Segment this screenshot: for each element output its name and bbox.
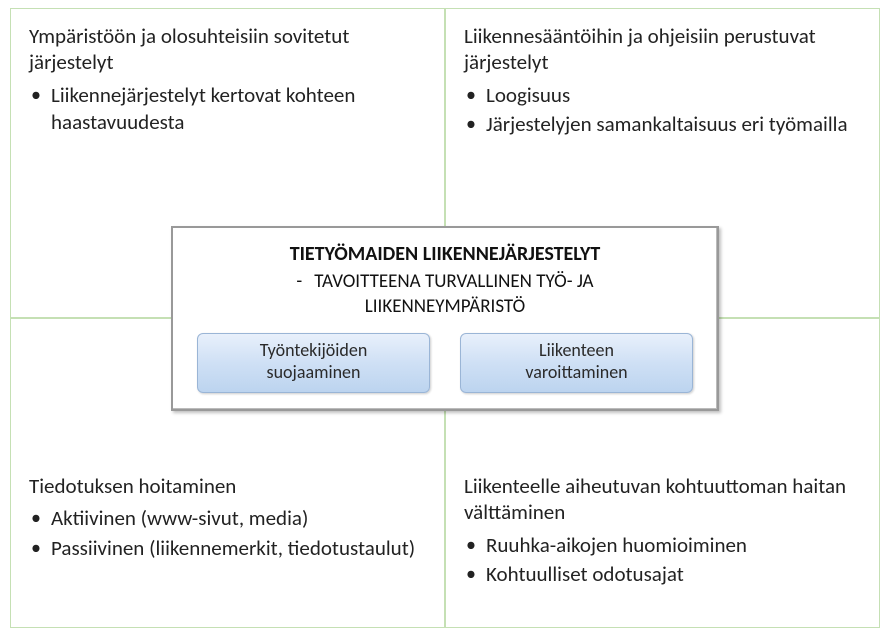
traffic-warning-button[interactable]: Liikenteen varoittaminen [460,333,693,392]
center-subtitle: -TAVOITTEENA TURVALLINEN TYÖ- JA LIIKENN… [191,270,699,319]
list-item: Ruuhka-aikojen huomioiminen [486,532,863,559]
quadrant-list: Ruuhka-aikojen huomioiminen Kohtuulliset… [464,532,863,589]
quadrant-title: Liikennesääntöihin ja ohjeisiin perustuv… [464,23,863,76]
dash-icon: - [296,270,302,295]
list-item: Kohtuulliset odotusajat [486,561,863,588]
employee-protection-button[interactable]: Työntekijöiden suojaaminen [197,333,430,392]
quadrant-title: Liikenteelle aiheutuvan kohtuuttoman hai… [464,473,863,526]
quadrant-list: Liikennejärjestelyt kertovat kohteen haa… [29,82,428,137]
list-item: Passiivinen (liikennemerkit, tiedotustau… [51,535,428,562]
button-line2: suojaaminen [267,361,361,383]
center-subtitle-line1: TAVOITTEENA TURVALLINEN TYÖ- JA [314,270,593,293]
quadrant-list: Loogisuus Järjestelyjen samankaltaisuus … [464,82,863,139]
button-row: Työntekijöiden suojaaminen Liikenteen va… [191,333,699,392]
list-item: Loogisuus [486,82,863,109]
center-title: TIETYÖMAIDEN LIIKENNEJÄRJESTELYT [191,242,699,266]
button-line1: Työntekijöiden [260,339,368,361]
list-item: Liikennejärjestelyt kertovat kohteen haa… [51,82,428,137]
quadrant-title: Ympäristöön ja olosuhteisiin sovitetut j… [29,23,428,76]
list-item: Järjestelyjen samankaltaisuus eri työmai… [486,111,863,138]
list-item: Aktiivinen (www-sivut, media) [51,505,428,532]
quadrant-title: Tiedotuksen hoitaminen [29,473,428,499]
button-line2: varoittaminen [525,361,627,383]
diagram-container: Ympäristöön ja olosuhteisiin sovitetut j… [10,8,880,628]
button-line1: Liikenteen [539,339,614,361]
center-subtitle-line2: LIIKENNEYMPÄRISTÖ [365,295,525,318]
quadrant-list: Aktiivinen (www-sivut, media) Passiivine… [29,505,428,562]
center-panel: TIETYÖMAIDEN LIIKENNEJÄRJESTELYT -TAVOIT… [171,226,719,411]
